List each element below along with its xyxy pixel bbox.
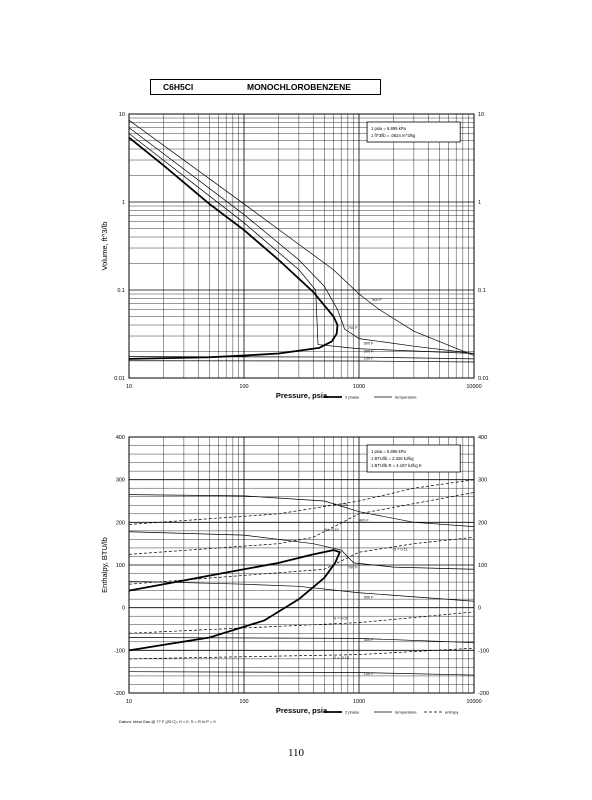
y-tick-label-left: 1 [122, 200, 125, 206]
conversion-note-text: 1 psia = 6.895 kPa [371, 449, 406, 454]
series-line [128, 127, 475, 354]
y-tick-label-right: 0.01 [478, 376, 489, 382]
y-tick-label-right: 10 [478, 112, 484, 118]
series-line [128, 671, 475, 676]
y-tick-label-right: 0 [478, 606, 481, 612]
series-line [128, 360, 475, 363]
y-tick-label-left: 10 [119, 112, 125, 118]
isotherm-label: 300 F [364, 638, 374, 642]
isotherm-label: 900 F [359, 518, 369, 522]
title-box: C6H5Cl MONOCHLOROBENZENE [150, 79, 381, 95]
x-tick-label: 100 [239, 699, 248, 705]
page-number: 110 [287, 747, 305, 759]
legend-label: temperature [395, 710, 417, 715]
entropy-label: S = -0.15 [333, 656, 349, 660]
y-tick-label-left: 300 [116, 478, 125, 484]
series-line [128, 580, 475, 602]
series-line [128, 136, 339, 360]
y-tick-label-right: -200 [478, 691, 489, 697]
isotherm-label: 700 F [348, 326, 358, 330]
isotherm-label: 700 F [348, 565, 358, 569]
conversion-note-box [366, 121, 461, 143]
y-tick-label-right: 100 [478, 563, 487, 569]
x-tick-label: 1000 [353, 699, 365, 705]
y-tick-label-right: 200 [478, 520, 487, 526]
series-line [128, 479, 475, 525]
series-line [128, 133, 475, 354]
x-tick-label: 100 [239, 384, 248, 390]
legend-label: 2 phase [345, 395, 360, 400]
datum-footnote: Datum: Ideal Gas @ 77 F (25 C), H = 0, S… [119, 719, 216, 724]
isotherm-label: 500 F [364, 342, 374, 346]
y-tick-label-left: 0.01 [114, 376, 125, 382]
entropy-label: S = 0.21 [333, 503, 347, 507]
compound-name: MONOCHLOROBENZENE [247, 82, 351, 92]
y-tick-label-right: 0.1 [478, 288, 486, 294]
plot-frame [128, 436, 475, 694]
entropy-label: S = 0.02 [333, 617, 347, 621]
series-line [128, 637, 475, 643]
y-axis-title: Volume, ft^3/lb [100, 222, 109, 271]
x-tick-label: 10000 [466, 384, 481, 390]
isotherm-label: 900 F [372, 298, 382, 302]
y-tick-label-left: -100 [114, 648, 125, 654]
conversion-note-text: 1 ft^3/lb = .0624 m^3/kg [371, 133, 416, 138]
conversion-note-text: 1 psia = 6.895 kPa [371, 126, 406, 131]
series-line [128, 647, 475, 660]
series-line [128, 356, 475, 360]
isotherm-label: 100 F [364, 356, 374, 360]
y-tick-label-left: -200 [114, 691, 125, 697]
entropy-label: S = 0.16 [324, 528, 338, 532]
isotherm-label: 500 F [364, 595, 374, 599]
compound-formula: C6H5Cl [163, 82, 194, 92]
isotherm-label: 300 F [364, 349, 374, 353]
series-line [128, 494, 475, 527]
series-line [128, 611, 475, 634]
y-tick-label-right: 300 [478, 478, 487, 484]
y-tick-label-right: 400 [478, 435, 487, 441]
legend-label: temperature [395, 395, 417, 400]
series-line [128, 536, 475, 585]
x-tick-label: 10 [126, 384, 132, 390]
x-tick-label: 1000 [353, 384, 365, 390]
y-tick-label-right: -100 [478, 648, 489, 654]
x-tick-label: 10000 [466, 699, 481, 705]
series-line [128, 531, 475, 570]
conversion-note-text: 1 BTU/lb = 2.326 kJ/kg [371, 456, 414, 461]
y-tick-label-right: 1 [478, 200, 481, 206]
conversion-note-text: 1 BTU/lb R = 4.187 kJ/kg K [371, 463, 422, 468]
conversion-note-box [366, 444, 461, 473]
x-axis-title: Pressure, psia [276, 706, 328, 715]
y-tick-label-left: 100 [116, 563, 125, 569]
series-line [128, 119, 475, 356]
series-line [128, 549, 341, 652]
series-line [128, 492, 475, 555]
y-axis-title: Enthalpy, BTU/lb [100, 537, 109, 593]
legend-label: entropy [445, 710, 458, 715]
y-tick-label-left: 0.1 [117, 288, 125, 294]
legend-label: 2 phase [345, 710, 360, 715]
y-tick-label-left: 200 [116, 520, 125, 526]
y-tick-label-left: 0 [122, 606, 125, 612]
y-tick-label-left: 400 [116, 435, 125, 441]
entropy-label: S = 0.11 [394, 547, 408, 551]
isotherm-label: 100 F [364, 672, 374, 676]
plot-frame [128, 113, 475, 379]
x-axis-title: Pressure, psia [276, 391, 328, 400]
x-tick-label: 10 [126, 699, 132, 705]
